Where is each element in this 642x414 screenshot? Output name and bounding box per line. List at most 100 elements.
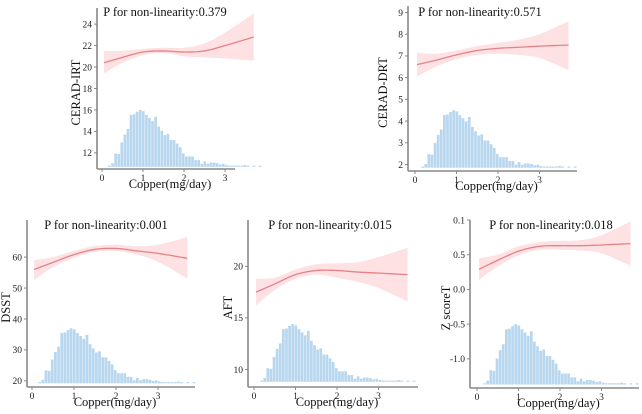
confidence-band [104,13,254,74]
histogram-bar [350,375,354,382]
x-tick-label: 2 [335,392,340,402]
histogram-bar [172,139,176,167]
histogram-bar [145,114,148,167]
p-value-annotation: P for non-linearity:0.001 [44,218,167,232]
y-tick-label: 0.0 [453,286,465,296]
histogram-bar [60,332,64,384]
histogram-bar [331,361,335,382]
histogram-bar [197,160,200,167]
histogram-bar [322,354,326,382]
histogram-bar [548,355,552,385]
histogram-bar [66,330,70,384]
y-tick-label: 60 [13,253,23,263]
histogram-bar [180,382,183,384]
histogram-bar [427,154,431,168]
histogram-bar [617,383,620,385]
histogram-bar [384,380,388,382]
histogram-bar [502,157,505,168]
histogram-bar [44,370,48,384]
histogram-bar [98,351,101,384]
histogram-bar [495,154,499,168]
y-tick-label: 22 [83,42,93,52]
histogram-bar [114,153,117,167]
p-value-annotation: P for non-linearity:0.379 [103,5,226,19]
histogram-bar [390,380,394,382]
histogram-bar [539,165,543,168]
histogram-bar [483,383,486,385]
histogram-bar [561,373,564,385]
histogram-bar [107,360,111,384]
y-tick-label: 30 [13,346,23,356]
histogram-bar [88,344,92,384]
histogram-bar [135,377,139,384]
y-tick-label: 6 [398,74,403,84]
histogram-bar [110,364,114,384]
panel-z-scoret: 0 1 2 3 0.1 0.5 0.0 -0.5 -1.0 P for non-linearity… [439,216,639,410]
panel-aft: 0 1 2 3 10 15 20 P for non-linearity:0.015 Coppe… [221,218,418,409]
histogram-bar [592,380,595,385]
histogram-bar [564,373,567,385]
histogram-bar [151,380,155,384]
y-axis-title: DSST [0,292,13,323]
histogram-bar [558,165,561,168]
x-axis-title: Copper(mg/day) [129,177,212,191]
histogram-bar [158,381,161,384]
histogram-bar [610,383,614,385]
histogram-bar [154,380,158,384]
histogram-bar [72,329,76,384]
histogram-bar [362,377,366,382]
histogram-bar [555,166,558,168]
histogram-bar [489,144,493,168]
y-tick-label: 9 [398,9,403,19]
histogram-bar [523,332,527,385]
x-tick-label: 3 [599,393,604,403]
x-tick-label: 0 [413,176,418,186]
histogram-bar [542,349,546,385]
y-tick-label: 4 [398,117,403,127]
histogram-bar [551,166,555,168]
histogram-bar [452,110,456,168]
histogram-bar [50,359,54,384]
y-axis-title: Z scoreT [439,285,453,330]
histogram-bar [225,165,228,167]
x-tick-label: 3 [537,176,542,186]
histogram-bar [353,378,357,382]
histogram-bar [160,130,164,167]
histogram-bar [170,382,174,384]
histogram-bar [154,116,157,167]
y-tick-label: 20 [234,263,244,273]
histogram-bar [231,165,234,167]
histogram-bar [492,147,496,168]
histogram-bar [505,157,508,168]
y-tick-label: 12 [83,149,93,159]
histogram-bar [181,153,185,167]
histogram-bar [135,111,139,167]
histogram-bar [41,379,45,384]
y-tick-label: 8 [398,31,403,41]
histogram-bar [260,380,263,382]
histogram-bar [359,378,363,382]
histogram-bar [148,379,152,384]
histogram-bar [467,117,471,168]
histogram-bar [303,335,307,382]
histogram-bar [282,329,285,382]
histogram-bar [278,343,282,382]
histogram-bar [378,379,382,382]
histogram-bar [258,165,262,167]
histogram-bar [123,134,127,167]
histogram-bar [514,324,518,385]
histogram-bar [604,383,608,385]
histogram-bar [344,371,347,382]
histogram-bar [123,373,127,384]
y-tick-label: -1.0 [450,355,465,365]
histogram-bar [455,111,459,168]
histogram-bar [421,166,424,168]
histogram-bar [178,147,182,167]
histogram-bar [306,330,310,382]
histogram-bar [243,165,247,167]
histogram-bar [526,335,530,385]
histogram-bar [228,165,231,167]
histogram-bar [511,326,514,385]
histogram [108,109,262,167]
histogram-bar [607,383,611,385]
